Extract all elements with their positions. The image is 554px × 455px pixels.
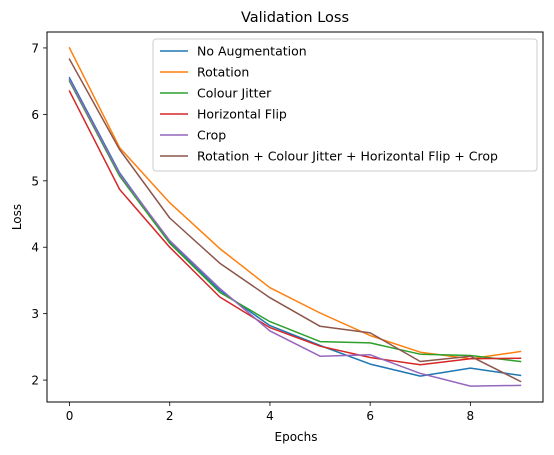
series-line-4	[68, 78, 522, 387]
y-tick-label-5: 7	[31, 41, 39, 55]
legend-label-0: No Augmentation	[197, 44, 307, 59]
y-axis-label: Loss	[10, 204, 24, 230]
legend-label-2: Colour Jitter	[197, 86, 272, 101]
legend-label-3: Horizontal Flip	[197, 107, 287, 122]
y-tick-label-1: 3	[31, 307, 39, 321]
series-line-3	[68, 90, 522, 366]
legend-label-4: Crop	[197, 128, 226, 143]
x-tick-label-1: 2	[166, 409, 174, 423]
series-line-5	[68, 58, 522, 383]
plot-frame	[46, 31, 544, 403]
legend-label-1: Rotation	[197, 65, 249, 80]
y-tick-label-4: 6	[31, 108, 39, 122]
x-tick-label-3: 6	[366, 409, 374, 423]
plot-lines	[68, 46, 522, 387]
legend-label-5: Rotation + Colour Jitter + Horizontal Fl…	[197, 149, 498, 164]
y-tick-label-3: 5	[31, 174, 39, 188]
x-axis-label: Epochs	[275, 430, 318, 444]
y-axis: 2 3 4 5 6 7	[31, 41, 47, 388]
chart-title: Validation Loss	[241, 10, 349, 26]
legend-box	[152, 38, 538, 172]
y-tick-label-0: 2	[31, 374, 39, 388]
x-tick-label-0: 0	[66, 409, 74, 423]
y-tick-label-2: 4	[31, 241, 39, 255]
series-line-2	[68, 80, 522, 363]
x-tick-label-4: 8	[467, 409, 475, 423]
legend: No Augmentation Rotation Colour Jitter Hori…	[152, 38, 538, 172]
x-tick-label-2: 4	[266, 409, 274, 423]
x-axis: 0 2 4 6 8	[66, 402, 474, 423]
